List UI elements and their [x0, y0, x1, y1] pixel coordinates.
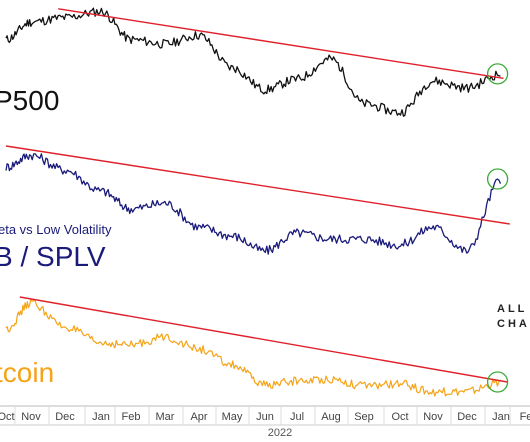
x-tick-label: Aug — [321, 411, 341, 423]
x-axis: 2022 Oct Nov Dec Jan Feb Mar Apr May Jun Jul Aug Se… — [0, 405, 530, 439]
series-lines-ratio — [5, 145, 510, 255]
series-lines-spx — [5, 7, 509, 117]
series-lines-bitcoin — [5, 296, 509, 397]
x-tick-label: Nov — [423, 411, 443, 423]
x-tick-label: Feb — [122, 411, 141, 423]
series-line — [5, 299, 501, 397]
breakout-marker — [486, 168, 509, 190]
x-tick-label: Nov — [21, 411, 41, 423]
panel-bitcoin: tcoin — [0, 296, 509, 397]
panel-subtitle-ratio: eta vs Low Volatility — [0, 222, 112, 237]
panel-ratio: eta vs Low Volatility B / SPLV — [0, 145, 510, 272]
x-tick-label: Mar — [156, 411, 175, 423]
x-tick-label: Dec — [457, 411, 477, 423]
trendline — [5, 145, 510, 225]
x-tick-label: May — [222, 411, 243, 423]
x-tick-label: Fe — [520, 411, 530, 423]
x-tick-label: Dec — [55, 411, 75, 423]
x-tick-label: Apr — [190, 411, 207, 423]
panel-title-spx: P500 — [0, 85, 59, 116]
watermark-line-1: ALL — [497, 303, 527, 315]
panel-spx: P500 — [0, 7, 509, 117]
series-line — [5, 153, 502, 255]
trendline — [58, 8, 504, 79]
panel-title-bitcoin: tcoin — [0, 357, 54, 388]
x-axis-year-label: 2022 — [268, 427, 292, 439]
x-tick-label: Oct — [391, 411, 408, 423]
x-tick-label: Jul — [290, 411, 304, 423]
breakout-marker — [486, 63, 509, 85]
watermark-line-2: CHA — [497, 318, 530, 330]
x-tick-label: Oct — [0, 411, 15, 423]
series-line — [5, 7, 501, 117]
panel-title-ratio: B / SPLV — [0, 241, 106, 272]
trendline — [19, 296, 508, 383]
x-tick-label: Jan — [492, 411, 510, 423]
breakout-marker — [486, 371, 509, 393]
x-tick-label: Jan — [92, 411, 110, 423]
x-tick-label: Sep — [354, 411, 374, 423]
x-tick-label: Jun — [256, 411, 274, 423]
